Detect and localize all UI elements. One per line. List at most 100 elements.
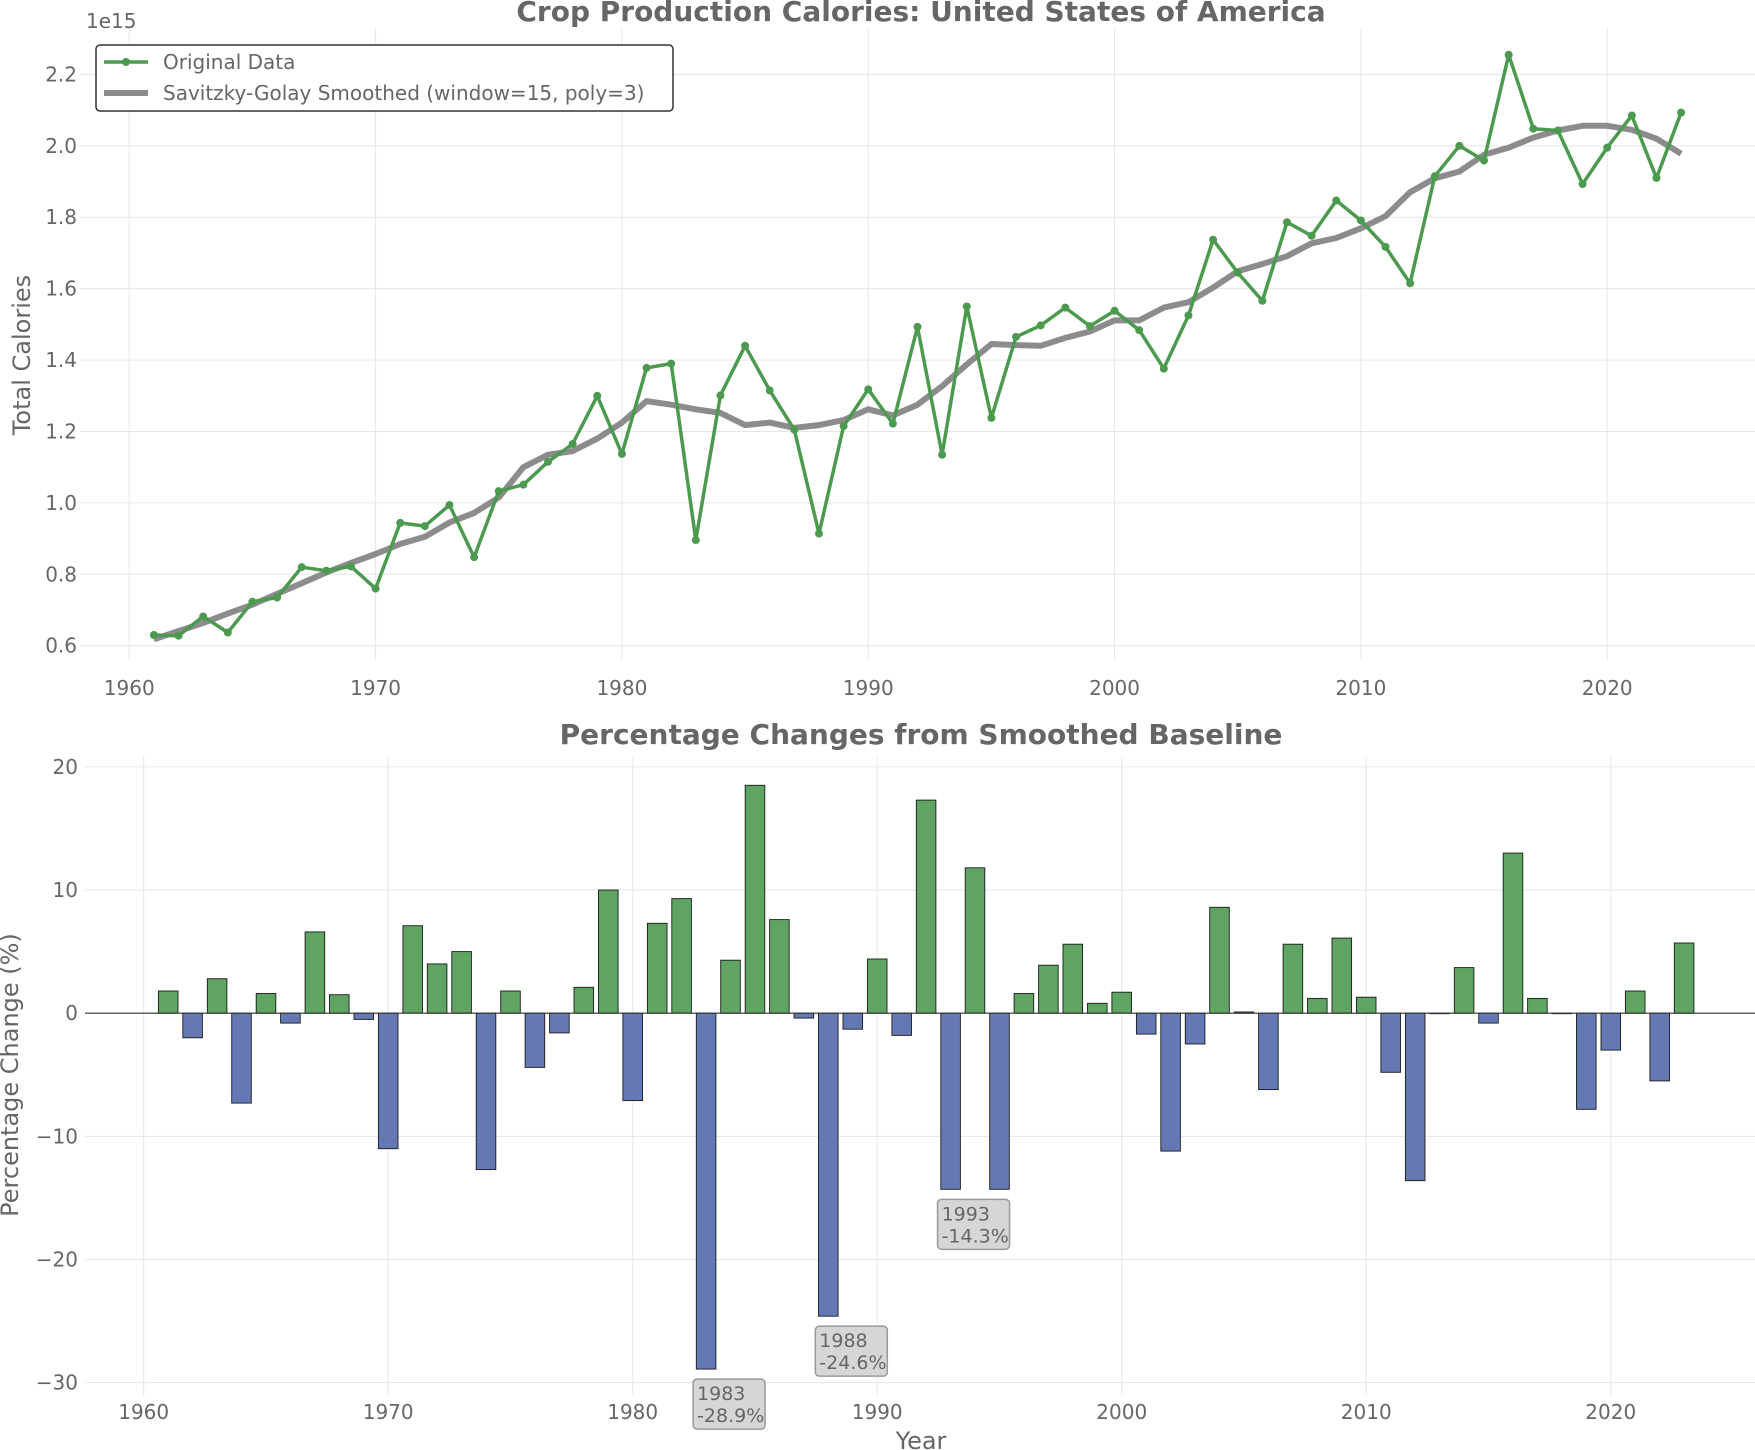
- bottom-y-tick-label: 10: [53, 878, 78, 902]
- annotation-1983: 1983-28.9%: [692, 1378, 766, 1430]
- original-data-point: [568, 439, 577, 448]
- bar-negative: [989, 1012, 1010, 1190]
- bar-negative: [842, 1012, 864, 1030]
- original-data-point: [223, 628, 232, 637]
- top-y-tick-label: 1.0: [45, 491, 77, 515]
- legend-original-label: Original Data: [163, 50, 295, 74]
- bar-negative: [524, 1012, 546, 1068]
- bar-negative: [1184, 1012, 1206, 1045]
- bar-negative: [353, 1012, 375, 1020]
- top-y-axis-label: Total Calories: [8, 275, 36, 436]
- bar-positive: [1527, 997, 1548, 1014]
- bar-negative: [280, 1012, 301, 1024]
- original-data-point: [470, 553, 479, 562]
- annotation-year-text: 1988: [819, 1330, 867, 1352]
- original-data-point: [913, 322, 922, 331]
- top-x-tick-label: 2010: [1335, 676, 1386, 700]
- original-data-point: [1504, 50, 1513, 59]
- annotation-1988: 1988-24.6%: [814, 1325, 889, 1377]
- bar-positive: [451, 951, 472, 1014]
- original-data-point: [1652, 173, 1661, 182]
- bar-positive: [1111, 991, 1132, 1014]
- original-data-point: [1406, 279, 1415, 288]
- bar-positive: [1355, 996, 1377, 1014]
- legend: Original Data Savitzky-Golay Smoothed (wi…: [95, 44, 674, 112]
- top-x-tick-label: 2020: [1582, 676, 1633, 700]
- bar-negative: [891, 1012, 912, 1036]
- original-data-point: [396, 518, 405, 527]
- top-chart-title: Crop Production Calories: United States …: [516, 0, 1325, 28]
- bar-positive: [402, 925, 423, 1014]
- top-y-tick-label: 1.4: [45, 348, 77, 372]
- bottom-y-tick-label: −30: [36, 1371, 78, 1395]
- bar-positive: [598, 889, 619, 1014]
- original-data-point: [1480, 156, 1489, 165]
- bottom-y-tick-label: −20: [36, 1248, 78, 1272]
- bar-negative: [1404, 1012, 1426, 1182]
- original-data-point: [1184, 311, 1193, 320]
- legend-smoothed-label: Savitzky-Golay Smoothed (window=15, poly…: [163, 81, 644, 105]
- bar-positive: [206, 978, 228, 1014]
- top-y-tick-label: 2.2: [45, 62, 77, 86]
- bar-positive: [157, 990, 179, 1014]
- bottom-x-tick-label: 1980: [607, 1400, 658, 1424]
- original-data-point: [199, 612, 208, 621]
- annotations-layer: 1983-28.9% 1988-24.6% 1993-14.3%: [692, 1198, 1011, 1430]
- original-data-point: [1061, 303, 1070, 312]
- original-data-point: [1603, 143, 1612, 152]
- original-data-point: [519, 480, 528, 489]
- bar-positive: [866, 958, 888, 1014]
- bar-negative: [622, 1012, 643, 1102]
- bottom-x-tick-label: 2020: [1585, 1400, 1636, 1424]
- original-data-point: [617, 449, 626, 458]
- bar-negative: [475, 1012, 497, 1171]
- original-data-point: [149, 631, 158, 640]
- bar-positive: [1013, 993, 1035, 1014]
- bar-positive: [744, 784, 766, 1014]
- original-data-point: [593, 391, 602, 400]
- original-data-point: [445, 501, 454, 510]
- original-data-point: [1307, 231, 1316, 240]
- bar-positive: [720, 959, 741, 1014]
- top-y-tick-label: 1.2: [45, 419, 77, 443]
- annotation-value-text: -14.3%: [942, 1225, 1009, 1247]
- original-data-point: [371, 584, 380, 593]
- bar-negative: [1478, 1012, 1499, 1024]
- bar-negative: [940, 1012, 961, 1190]
- bottom-x-tick-label: 2000: [1096, 1400, 1147, 1424]
- bar-positive: [964, 867, 986, 1014]
- bar-positive: [500, 990, 521, 1014]
- original-data-point: [1085, 322, 1094, 331]
- annotation-value-text: -24.6%: [819, 1352, 886, 1374]
- original-data-point: [1356, 216, 1365, 225]
- top-x-tick-label: 2000: [1089, 676, 1140, 700]
- bar-positive: [1062, 943, 1084, 1014]
- original-data-point: [322, 566, 331, 575]
- original-data-point: [1332, 196, 1341, 205]
- bottom-x-tick-label: 1990: [852, 1400, 903, 1424]
- original-data-point: [420, 522, 429, 531]
- bar-positive: [1331, 937, 1353, 1014]
- top-x-tick-label: 1990: [843, 676, 894, 700]
- original-data-point: [814, 529, 823, 538]
- bar-positive: [1038, 964, 1059, 1014]
- bar-positive: [671, 898, 692, 1014]
- bar-negative: [231, 1012, 252, 1104]
- original-data-point: [839, 422, 848, 431]
- bar-positive: [426, 963, 448, 1014]
- original-data-point: [1430, 172, 1439, 181]
- original-data-point: [1258, 296, 1267, 305]
- annotation-box: [936, 1198, 1011, 1251]
- annotation-1993: 1993-14.3%: [936, 1198, 1011, 1251]
- original-data-point: [174, 631, 183, 640]
- original-data-point: [765, 386, 774, 395]
- bar-positive: [915, 799, 937, 1014]
- original-data-point: [1110, 306, 1119, 315]
- bars-layer: [85, 784, 1755, 1370]
- bar-positive: [304, 931, 326, 1014]
- bar-positive: [646, 922, 668, 1014]
- annotation-year-text: 1983: [697, 1383, 745, 1405]
- original-data-point: [544, 457, 553, 466]
